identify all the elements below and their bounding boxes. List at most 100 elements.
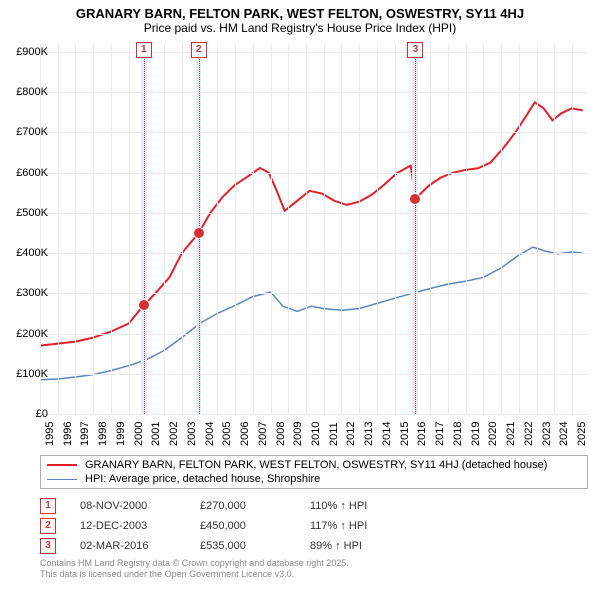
chart-title-line2: Price paid vs. HM Land Registry's House … [0,21,600,35]
x-tick-label: 2000 [133,422,145,446]
grid-line-v [483,44,484,414]
grid-line-h [40,414,588,415]
grid-line-v [537,44,538,414]
grid-line-v [58,44,59,414]
event-date: 12-DEC-2003 [80,520,200,532]
event-pct: 110% ↑ HPI [310,500,430,512]
grid-line-h [40,334,588,335]
y-tick-label: £600K [4,167,48,179]
x-tick-label: 2004 [204,422,216,446]
chart-container: GRANARY BARN, FELTON PARK, WEST FELTON, … [0,0,600,590]
grid-line-v [572,44,573,414]
x-tick-label: 2024 [558,422,570,446]
footer: Contains HM Land Registry data © Crown c… [40,558,349,580]
event-table: 1 08-NOV-2000 £270,000 110% ↑ HPI 2 12-D… [40,498,430,558]
grid-line-v [93,44,94,414]
grid-line-v [306,44,307,414]
x-tick-label: 2025 [576,422,588,446]
x-tick-label: 2019 [470,422,482,446]
grid-line-v [146,44,147,414]
x-tick-label: 2003 [186,422,198,446]
x-tick-label: 2021 [505,422,517,446]
event-price: £450,000 [200,520,310,532]
x-tick-label: 2014 [381,422,393,446]
event-marker-1: 1 [40,498,56,514]
x-tick-label: 1995 [44,422,56,446]
grid-line-h [40,52,588,53]
x-tick-label: 2015 [399,422,411,446]
grid-line-h [40,92,588,93]
y-tick-label: £300K [4,287,48,299]
marker-line [144,44,145,414]
marker-dot [409,193,421,205]
x-tick-label: 2017 [434,422,446,446]
marker-dot [193,227,205,239]
x-tick-label: 2006 [239,422,251,446]
y-tick-label: £400K [4,247,48,259]
grid-line-v [288,44,289,414]
plot-area [40,44,588,414]
series-lines [40,44,588,414]
grid-line-v [40,44,41,414]
grid-line-v [466,44,467,414]
x-tick-label: 1997 [79,422,91,446]
grid-line-h [40,293,588,294]
y-tick-label: £0 [4,408,48,420]
event-pct: 89% ↑ HPI [310,540,430,552]
x-tick-label: 2011 [328,422,340,446]
marker-label: 3 [407,42,423,58]
x-tick-label: 2012 [345,422,357,446]
event-date: 08-NOV-2000 [80,500,200,512]
grid-line-v [129,44,130,414]
x-tick-label: 2009 [292,422,304,446]
footer-line2: This data is licensed under the Open Gov… [40,569,349,580]
x-tick-label: 2020 [487,422,499,446]
y-tick-label: £900K [4,46,48,58]
grid-line-v [377,44,378,414]
x-tick-label: 2010 [310,422,322,446]
grid-line-h [40,253,588,254]
event-row-3: 3 02-MAR-2016 £535,000 89% ↑ HPI [40,538,430,554]
grid-line-v [341,44,342,414]
y-tick-label: £800K [4,86,48,98]
grid-line-h [40,374,588,375]
grid-line-v [554,44,555,414]
marker-label: 2 [191,42,207,58]
marker-dot [138,299,150,311]
y-tick-label: £200K [4,328,48,340]
grid-line-v [217,44,218,414]
x-tick-label: 1999 [115,422,127,446]
grid-line-v [324,44,325,414]
x-tick-label: 2001 [150,422,162,446]
event-marker-3: 3 [40,538,56,554]
legend-label: GRANARY BARN, FELTON PARK, WEST FELTON, … [85,459,547,471]
x-tick-label: 1998 [97,422,109,446]
x-tick-label: 2002 [168,422,180,446]
grid-line-v [359,44,360,414]
grid-line-v [430,44,431,414]
x-tick-label: 2007 [257,422,269,446]
x-tick-label: 2023 [541,422,553,446]
chart-title-line1: GRANARY BARN, FELTON PARK, WEST FELTON, … [0,0,600,21]
marker-line [415,44,416,414]
x-tick-label: 2008 [275,422,287,446]
event-price: £535,000 [200,540,310,552]
legend-swatch-property [47,464,77,466]
x-tick-label: 2013 [363,422,375,446]
grid-line-h [40,173,588,174]
grid-line-v [182,44,183,414]
legend-item-hpi: HPI: Average price, detached house, Shro… [47,472,581,486]
legend: GRANARY BARN, FELTON PARK, WEST FELTON, … [40,455,588,489]
grid-line-h [40,132,588,133]
grid-line-v [395,44,396,414]
legend-swatch-hpi [47,479,77,480]
x-tick-label: 2005 [221,422,233,446]
x-tick-label: 2022 [523,422,535,446]
event-row-2: 2 12-DEC-2003 £450,000 117% ↑ HPI [40,518,430,534]
grid-line-v [235,44,236,414]
x-tick-label: 1996 [62,422,74,446]
grid-line-v [75,44,76,414]
y-tick-label: £500K [4,207,48,219]
event-pct: 117% ↑ HPI [310,520,430,532]
legend-label: HPI: Average price, detached house, Shro… [85,473,320,485]
